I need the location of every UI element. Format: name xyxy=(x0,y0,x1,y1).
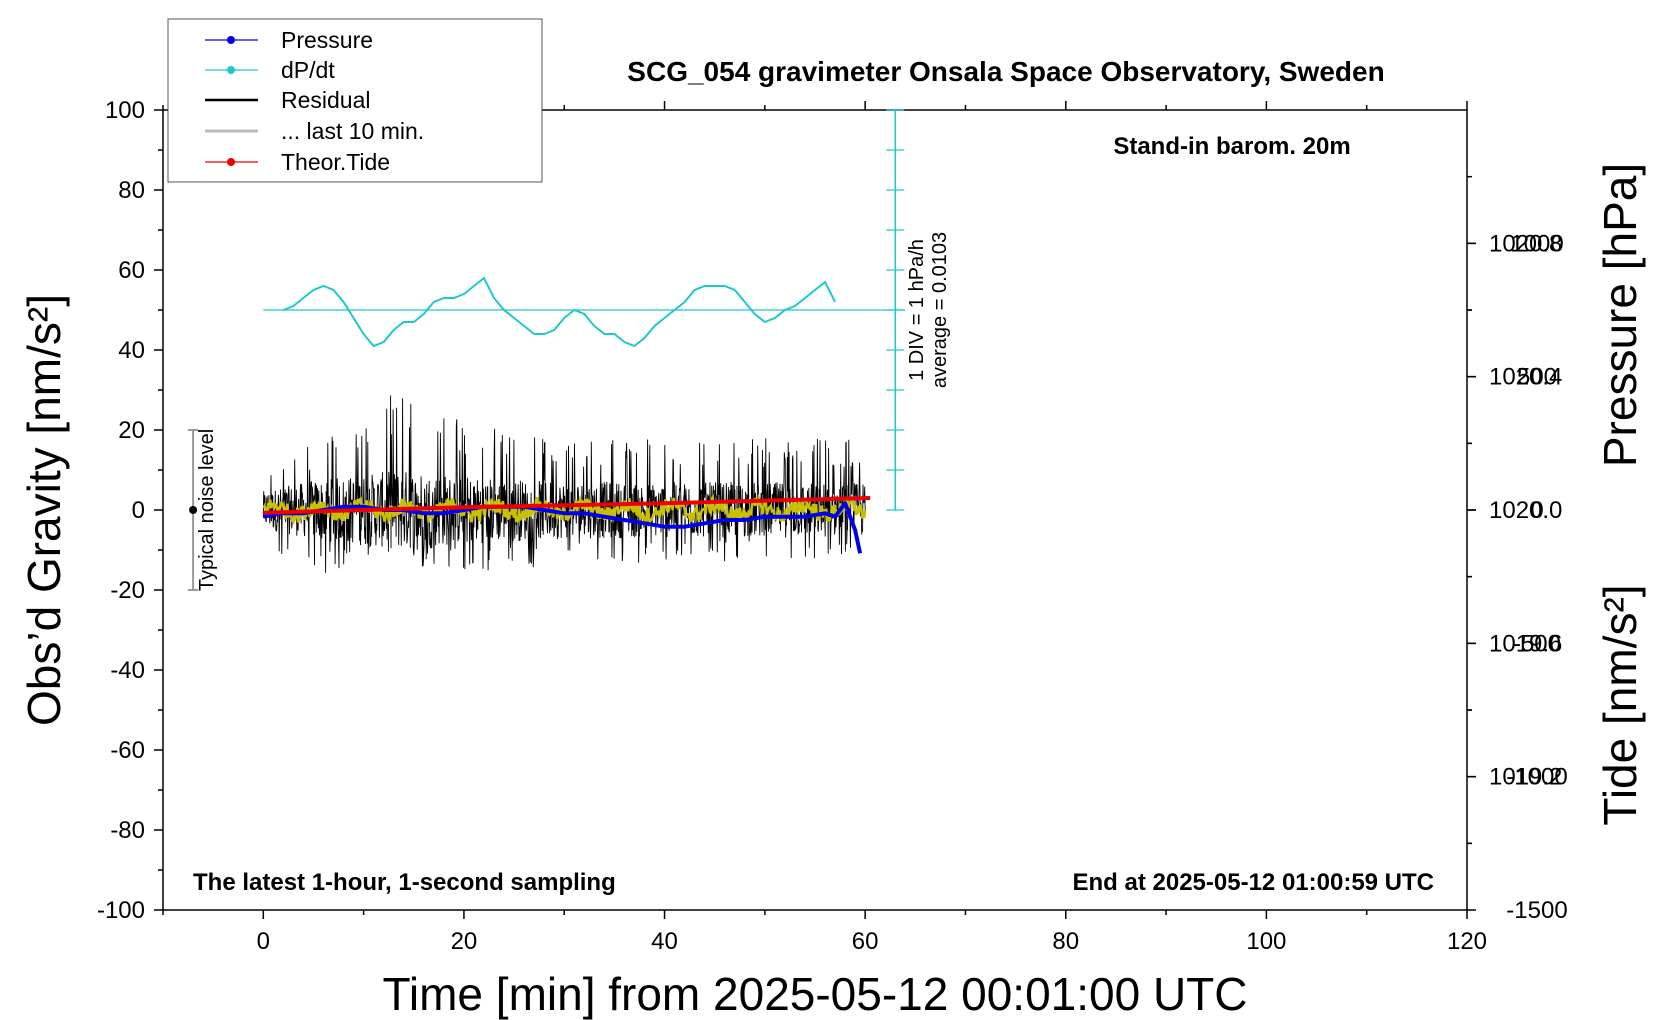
left-tick-label: 60 xyxy=(118,257,145,284)
pressure-tick-label: 1020.0 xyxy=(1489,497,1562,524)
legend-entry-residual: Residual xyxy=(205,87,371,113)
x-axis-title: Time [min] from 2025-05-12 00:01:00 UTC xyxy=(383,968,1248,1020)
x-tick-label: 40 xyxy=(651,928,678,955)
tide-tick-label: -1000 xyxy=(1506,764,1567,791)
legend-entry-dpdt: dP/dt xyxy=(205,57,335,83)
noise-level-center xyxy=(189,506,198,514)
sampling-note: The latest 1-hour, 1-second sampling xyxy=(193,869,616,896)
legend-label-last-10-min: ... last 10 min. xyxy=(281,118,424,144)
left-tick-label: 40 xyxy=(118,337,145,364)
tide-tick-label: 0 xyxy=(1530,497,1543,524)
noise-level-label: Typical noise level xyxy=(196,429,218,591)
legend-entry-last-10-min: ... last 10 min. xyxy=(205,118,424,144)
x-tick-label: 100 xyxy=(1246,928,1286,955)
barometer-note: Stand-in barom. 20m xyxy=(1113,133,1350,160)
series-residual xyxy=(262,395,866,573)
series-theor-tide xyxy=(263,496,871,515)
left-tick-label: -60 xyxy=(110,737,145,764)
series-pressure xyxy=(262,501,863,554)
series-layer xyxy=(188,109,906,591)
left-tick-label: 100 xyxy=(105,97,145,124)
left-tick-label: -100 xyxy=(97,897,145,924)
dpdt-average-label: average = 0.0103 xyxy=(929,232,951,388)
legend: Pressure dP/dt Residual ... last 10 min.… xyxy=(167,18,543,183)
left-tick-label: -40 xyxy=(110,657,145,684)
end-time-note: End at 2025-05-12 01:00:59 UTC xyxy=(1073,869,1435,896)
tide-axis-title: Tide [nm/s²] xyxy=(1594,584,1646,825)
left-tick-label: -20 xyxy=(110,577,145,604)
tide-tick-label: 500 xyxy=(1517,364,1557,391)
x-tick-label: 120 xyxy=(1447,928,1487,955)
x-tick-label: 0 xyxy=(257,928,270,955)
left-tick-label: 80 xyxy=(118,177,145,204)
legend-entry-theor-tide: Theor.Tide xyxy=(205,149,390,175)
chart-title: SCG_054 gravimeter Onsala Space Observat… xyxy=(627,56,1384,87)
left-tick-label: 20 xyxy=(118,417,145,444)
tide-tick-label: -1500 xyxy=(1506,897,1567,924)
pressure-tick-label: 1020.8 xyxy=(1489,230,1562,257)
legend-label-theor-tide: Theor.Tide xyxy=(281,149,390,175)
x-tick-label: 20 xyxy=(451,928,478,955)
pressure-tick-label: 1019.6 xyxy=(1489,630,1562,657)
tide-tick-label: 1000 xyxy=(1510,230,1563,257)
legend-label-dpdt: dP/dt xyxy=(281,57,335,83)
legend-entry-pressure: Pressure xyxy=(205,27,373,53)
x-tick-label: 80 xyxy=(1052,928,1079,955)
left-tick-label: 0 xyxy=(132,497,145,524)
left-tick-label: -80 xyxy=(110,817,145,844)
pressure-tick-label: 1020.4 xyxy=(1489,364,1562,391)
series-dpdt xyxy=(283,276,836,348)
pressure-tick-label: 1019.2 xyxy=(1489,764,1562,791)
legend-label-pressure: Pressure xyxy=(281,27,373,53)
pressure-axis-title: Pressure [hPa] xyxy=(1594,163,1646,467)
x-tick-label: 60 xyxy=(852,928,879,955)
dpdt-scale-label: 1 DIV = 1 hPa/h xyxy=(906,239,928,381)
tide-tick-label: -500 xyxy=(1513,630,1561,657)
tick-labels: 0 20 40 60 80 100 120 100 80 60 40 20 0 -20 -40 -60 -80 -… xyxy=(97,97,1568,955)
left-axis-title: Obs’d Gravity [nm/s²] xyxy=(18,294,70,726)
legend-label-residual: Residual xyxy=(281,87,371,113)
